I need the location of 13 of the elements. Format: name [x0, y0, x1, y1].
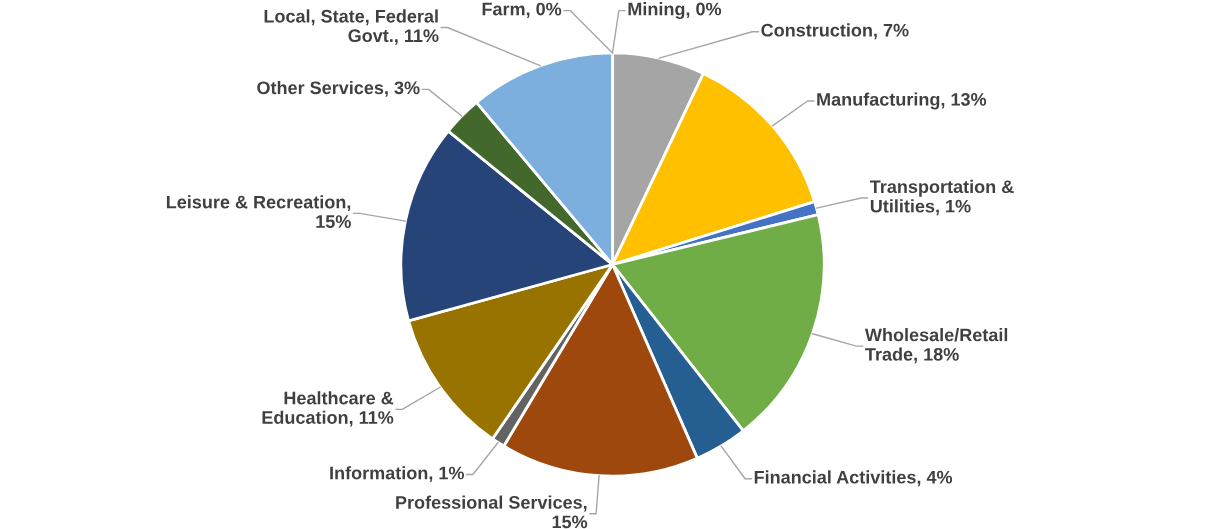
category-label: Farm, 0% — [482, 2, 562, 19]
slice-label: Leisure & Recreation, 15% — [166, 195, 351, 228]
category-label: Mining, 0% — [628, 2, 722, 20]
slice-label: Transportation & Utilities, 1% — [869, 179, 1014, 216]
slice-label: Financial Activities, 4% — [754, 470, 953, 487]
slice-label: Wholesale/Retail Trade, 18% — [864, 328, 1008, 364]
slice-label: Other Services, 3% — [257, 80, 420, 97]
slice-label: Healthcare & Education, 11% — [262, 391, 394, 427]
slice-label: Local, State, Federal Govt., 11% — [264, 9, 439, 45]
slice-label: Construction, 7% — [761, 23, 909, 40]
slice-label: Professional Services, 15% — [396, 495, 588, 529]
slice-label: Information, 1% — [330, 466, 464, 483]
slice-label: Manufacturing, 13% — [817, 92, 987, 110]
